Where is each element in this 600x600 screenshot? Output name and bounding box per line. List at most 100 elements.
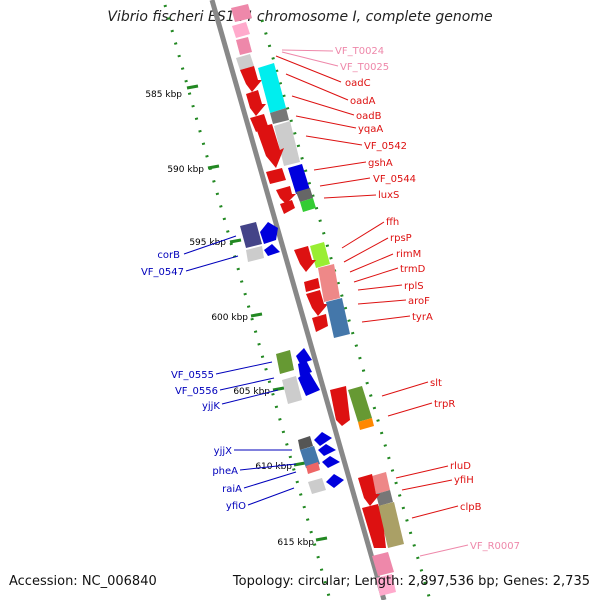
gene-block xyxy=(270,108,289,124)
gene-label: rluD xyxy=(450,461,471,472)
gene-arrow xyxy=(296,348,312,364)
gene-label: gshA xyxy=(368,158,393,169)
gene-label: VF_0547 xyxy=(141,267,184,278)
gene-arrow xyxy=(294,246,316,272)
gene-arrow xyxy=(318,444,336,456)
gene-label: corB xyxy=(157,250,180,261)
gene-label: VF_0555 xyxy=(171,370,214,381)
tick-label: 615 kbp xyxy=(277,538,314,548)
gene-label: slt xyxy=(430,378,442,389)
gene-label: trpR xyxy=(434,399,455,410)
gene-block xyxy=(348,386,372,422)
left-leaders xyxy=(183,235,297,506)
gene-label: rpsP xyxy=(390,233,412,244)
gene-label: tyrA xyxy=(412,312,433,323)
tick-marks xyxy=(186,84,328,542)
gene-label: rplS xyxy=(404,281,424,292)
gene-label: raiA xyxy=(222,484,242,495)
gene-label: yjjK xyxy=(202,401,220,412)
gene-block xyxy=(358,418,374,430)
gene-block xyxy=(276,350,294,374)
right-labels: VF_T0024 VF_T0025 oadC oadA oadB yqaA VF_0542g… xyxy=(335,46,520,552)
tick-label: 585 kbp xyxy=(145,90,182,100)
gene-label: oadB xyxy=(356,111,382,122)
gene-label: pheA xyxy=(212,466,238,477)
gene-label: trmD xyxy=(400,264,426,275)
backbone xyxy=(209,0,387,600)
gene-arrow xyxy=(306,290,328,316)
gene-block xyxy=(231,4,252,22)
gene-arrow xyxy=(280,200,295,214)
gene-arrow xyxy=(246,90,266,116)
gene-block xyxy=(326,298,350,338)
tick-label: 590 kbp xyxy=(167,165,204,175)
gene-arrow xyxy=(326,474,344,488)
gene-arrow xyxy=(362,504,386,548)
gene-arrow xyxy=(322,456,340,468)
gene-block xyxy=(318,264,340,302)
gene-block xyxy=(232,22,250,38)
gene-block xyxy=(296,188,313,202)
gene-label: ffh xyxy=(386,217,399,228)
gene-block xyxy=(298,436,313,450)
gene-label: aroF xyxy=(408,296,430,307)
gene-label: rimM xyxy=(396,249,421,260)
map-title: Vibrio fischeri ES114 chromosome I, comp… xyxy=(107,9,493,25)
gene-label: clpB xyxy=(460,502,482,513)
gene-arrow xyxy=(312,314,328,332)
gene-block xyxy=(282,376,302,404)
gene-arrow xyxy=(330,386,350,426)
gene-block xyxy=(372,552,394,576)
gene-label: yfiO xyxy=(226,501,246,512)
gene-block xyxy=(376,574,396,596)
gene-block xyxy=(306,462,320,474)
gene-block xyxy=(300,446,320,468)
gene-arrow xyxy=(276,186,296,204)
gene-label: VF_T0024 xyxy=(335,46,384,57)
tick-label: 610 kbp xyxy=(255,462,292,472)
tick-label: 595 kbp xyxy=(189,238,226,248)
gene-label: oadA xyxy=(350,96,376,107)
gene-block xyxy=(258,63,286,113)
gene-label: oadC xyxy=(345,78,371,89)
gene-block xyxy=(288,164,310,194)
gene-label: yjjX xyxy=(214,446,232,457)
gene-block xyxy=(310,242,330,268)
gene-block xyxy=(274,121,300,166)
gene-block xyxy=(236,37,252,55)
inner-ruler xyxy=(260,19,432,600)
gene-label: VF_0544 xyxy=(373,174,416,185)
gene-block xyxy=(240,222,262,248)
gene-block xyxy=(246,246,264,262)
gene-arrow xyxy=(240,66,262,92)
gene-arrow xyxy=(264,244,280,256)
tick-label: 605 kbp xyxy=(233,387,270,397)
left-labels: corB VF_0547 VF_0555 VF_0556 yjjK yjjX pheA rai… xyxy=(141,250,246,512)
gene-arrow xyxy=(298,370,320,396)
gene-block xyxy=(308,478,326,494)
genome-summary: Topology: circular; Length: 2,897,536 bp… xyxy=(232,574,590,589)
gene-block xyxy=(378,502,404,548)
forward-genes xyxy=(231,4,404,596)
gene-block xyxy=(236,54,254,70)
gene-arrow xyxy=(266,168,286,184)
gene-label: VF_0556 xyxy=(175,386,218,397)
gene-arrow xyxy=(358,474,380,506)
right-leaders xyxy=(275,49,469,557)
reverse-genes xyxy=(240,222,344,494)
accession-text: Accession: NC_006840 xyxy=(9,574,157,589)
gene-arrow xyxy=(256,124,284,168)
gene-label: VF_T0025 xyxy=(340,62,389,73)
gene-block xyxy=(376,490,393,506)
gene-label: VF_R0007 xyxy=(470,541,520,552)
gene-arrow xyxy=(304,278,320,292)
gene-label: VF_0542 xyxy=(364,141,407,152)
gene-block xyxy=(372,472,390,494)
tick-label: 600 kbp xyxy=(211,313,248,323)
gene-arrow xyxy=(314,432,332,446)
gene-arrow xyxy=(260,222,278,244)
gene-label: yqaA xyxy=(358,124,383,135)
gene-block xyxy=(300,198,316,212)
gene-label: luxS xyxy=(378,190,399,201)
